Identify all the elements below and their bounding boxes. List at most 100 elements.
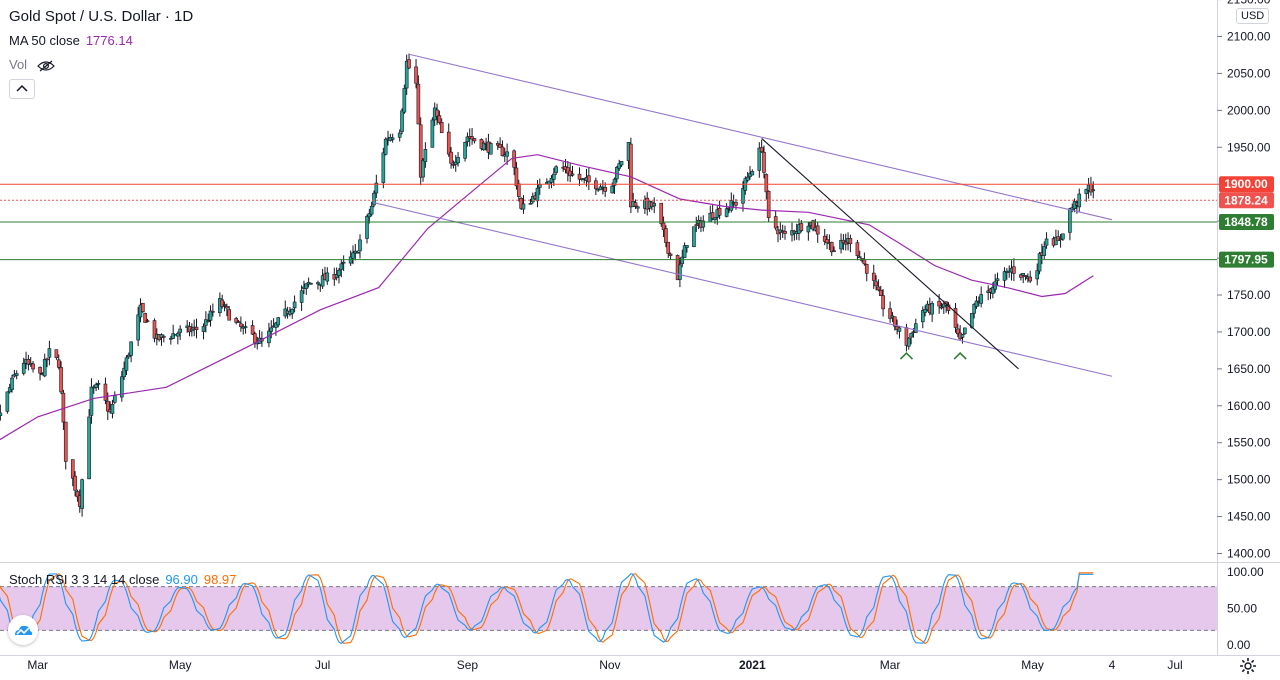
- candle-body[interactable]: [652, 203, 657, 207]
- candle-body[interactable]: [832, 250, 836, 253]
- candle-body[interactable]: [1021, 273, 1026, 276]
- candle-body[interactable]: [619, 161, 624, 166]
- candle-body[interactable]: [923, 309, 927, 313]
- candle-body[interactable]: [610, 185, 614, 194]
- candle-body[interactable]: [659, 202, 664, 225]
- candle-body[interactable]: [512, 150, 516, 168]
- candle-body[interactable]: [1019, 274, 1023, 278]
- candle-body[interactable]: [250, 325, 255, 335]
- candle-body[interactable]: [334, 274, 339, 278]
- candle-body[interactable]: [577, 173, 582, 180]
- candle-body[interactable]: [481, 142, 486, 151]
- candle-body[interactable]: [47, 348, 52, 358]
- candle-body[interactable]: [372, 192, 376, 206]
- candle-body[interactable]: [516, 183, 521, 197]
- candle-body[interactable]: [73, 475, 77, 491]
- candle-body[interactable]: [26, 359, 31, 365]
- candle-body[interactable]: [141, 302, 145, 312]
- eye-crossed-icon[interactable]: [36, 60, 55, 72]
- candle-body[interactable]: [269, 327, 274, 332]
- candle-body[interactable]: [1061, 233, 1065, 240]
- candle-body[interactable]: [766, 191, 771, 218]
- candle-body[interactable]: [521, 203, 526, 210]
- candle-body[interactable]: [892, 316, 897, 327]
- candle-body[interactable]: [439, 122, 444, 134]
- candle-body[interactable]: [757, 147, 762, 171]
- candle-body[interactable]: [568, 170, 572, 177]
- candle-body[interactable]: [119, 376, 124, 398]
- candle-body[interactable]: [169, 337, 173, 340]
- candle-body[interactable]: [465, 136, 470, 143]
- candle-body[interactable]: [171, 333, 175, 339]
- candle-body[interactable]: [309, 282, 313, 285]
- candle-body[interactable]: [435, 109, 439, 117]
- candle-body[interactable]: [498, 144, 502, 148]
- candle-body[interactable]: [416, 83, 421, 125]
- candle-body[interactable]: [421, 160, 425, 178]
- candle-body[interactable]: [909, 333, 913, 338]
- candle-body[interactable]: [974, 300, 979, 307]
- candle-body[interactable]: [397, 132, 402, 138]
- channel-lower-line[interactable]: [373, 202, 1113, 377]
- candle-body[interactable]: [145, 320, 150, 322]
- candle-body[interactable]: [1037, 253, 1042, 272]
- candle-body[interactable]: [939, 306, 944, 309]
- candle-body[interactable]: [201, 326, 206, 332]
- candle-body[interactable]: [355, 251, 360, 254]
- candle-body[interactable]: [874, 281, 878, 287]
- candle-body[interactable]: [603, 187, 607, 192]
- candle-body[interactable]: [381, 152, 386, 183]
- candle-body[interactable]: [351, 252, 355, 259]
- candle-body[interactable]: [206, 320, 210, 323]
- candle-body[interactable]: [75, 491, 80, 498]
- candle-body[interactable]: [664, 228, 668, 243]
- candle-body[interactable]: [930, 303, 934, 315]
- candle-body[interactable]: [402, 88, 407, 113]
- candle-body[interactable]: [666, 241, 671, 254]
- candle-body[interactable]: [636, 206, 640, 209]
- candle-body[interactable]: [734, 201, 738, 206]
- candle-body[interactable]: [337, 270, 341, 276]
- price-pane[interactable]: [0, 53, 1217, 517]
- candle-body[interactable]: [276, 317, 281, 326]
- candle-body[interactable]: [94, 384, 98, 388]
- candle-body[interactable]: [920, 310, 925, 323]
- candle-body[interactable]: [124, 357, 129, 371]
- candle-body[interactable]: [505, 151, 509, 157]
- candle-body[interactable]: [31, 363, 35, 370]
- candle-body[interactable]: [449, 151, 453, 164]
- stoch-legend[interactable]: Stoch RSI 3 3 14 14 close 96.90 98.97: [9, 572, 236, 587]
- stoch-d-line[interactable]: [0, 572, 1094, 645]
- candle-body[interactable]: [888, 308, 892, 319]
- currency-button[interactable]: USD: [1236, 8, 1270, 24]
- candle-body[interactable]: [953, 308, 958, 328]
- candle-body[interactable]: [453, 161, 458, 165]
- candle-body[interactable]: [822, 235, 827, 242]
- candle-body[interactable]: [570, 173, 575, 176]
- candle-body[interactable]: [815, 225, 820, 235]
- candle-body[interactable]: [56, 359, 61, 368]
- candle-body[interactable]: [717, 207, 722, 216]
- candle-body[interactable]: [358, 239, 362, 252]
- candle-body[interactable]: [729, 200, 734, 211]
- candle-body[interactable]: [414, 66, 418, 84]
- candle-body[interactable]: [383, 138, 388, 155]
- candle-body[interactable]: [110, 403, 115, 414]
- candle-body[interactable]: [451, 164, 456, 166]
- candle-body[interactable]: [710, 212, 715, 219]
- candle-body[interactable]: [89, 386, 94, 416]
- collapse-legend-button[interactable]: [9, 79, 35, 99]
- candle-body[interactable]: [45, 358, 49, 361]
- candle-body[interactable]: [290, 308, 295, 314]
- candle-body[interactable]: [841, 239, 846, 244]
- candle-body[interactable]: [538, 184, 542, 188]
- candle-body[interactable]: [211, 310, 215, 313]
- candle-body[interactable]: [129, 341, 133, 356]
- candle-body[interactable]: [1042, 246, 1047, 256]
- candle-body[interactable]: [87, 416, 91, 480]
- candle-body[interactable]: [1035, 270, 1040, 280]
- tradingview-cloud-icon[interactable]: [8, 615, 38, 645]
- candle-body[interactable]: [299, 290, 304, 303]
- symbol-title[interactable]: Gold Spot / U.S. Dollar · 1D: [9, 8, 194, 25]
- candle-body[interactable]: [404, 60, 409, 89]
